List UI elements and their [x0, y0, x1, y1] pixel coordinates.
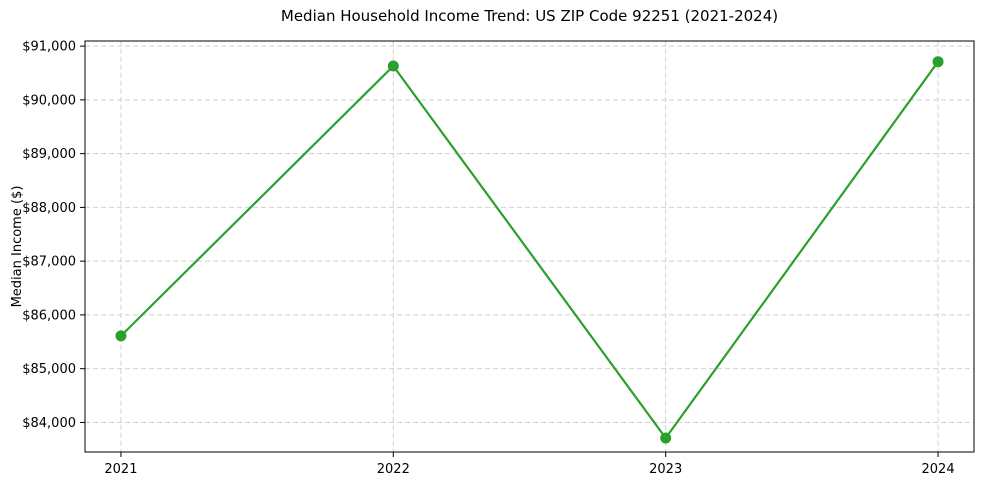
y-tick-label: $90,000 — [22, 93, 76, 108]
y-tick-label: $88,000 — [22, 201, 76, 216]
y-tick-label: $89,000 — [22, 147, 76, 162]
y-tick-label: $87,000 — [22, 255, 76, 270]
y-tick-label: $84,000 — [22, 416, 76, 431]
trend-line — [119, 60, 940, 440]
x-tick-label: 2024 — [922, 462, 955, 477]
data-point-2022 — [387, 60, 399, 72]
plot-border — [84, 40, 975, 453]
data-point-2024 — [932, 56, 944, 68]
y-tick-label: $91,000 — [22, 40, 76, 55]
chart-title: Median Household Income Trend: US ZIP Co… — [280, 7, 779, 25]
y-tick-label: $85,000 — [22, 362, 76, 377]
data-point-2023 — [660, 432, 672, 444]
x-tick-label: 2021 — [104, 462, 137, 477]
y-tick-label: $86,000 — [22, 308, 76, 323]
x-tick-label: 2022 — [377, 462, 410, 477]
x-tick-label: 2023 — [649, 462, 682, 477]
data-point-2021 — [115, 330, 127, 342]
